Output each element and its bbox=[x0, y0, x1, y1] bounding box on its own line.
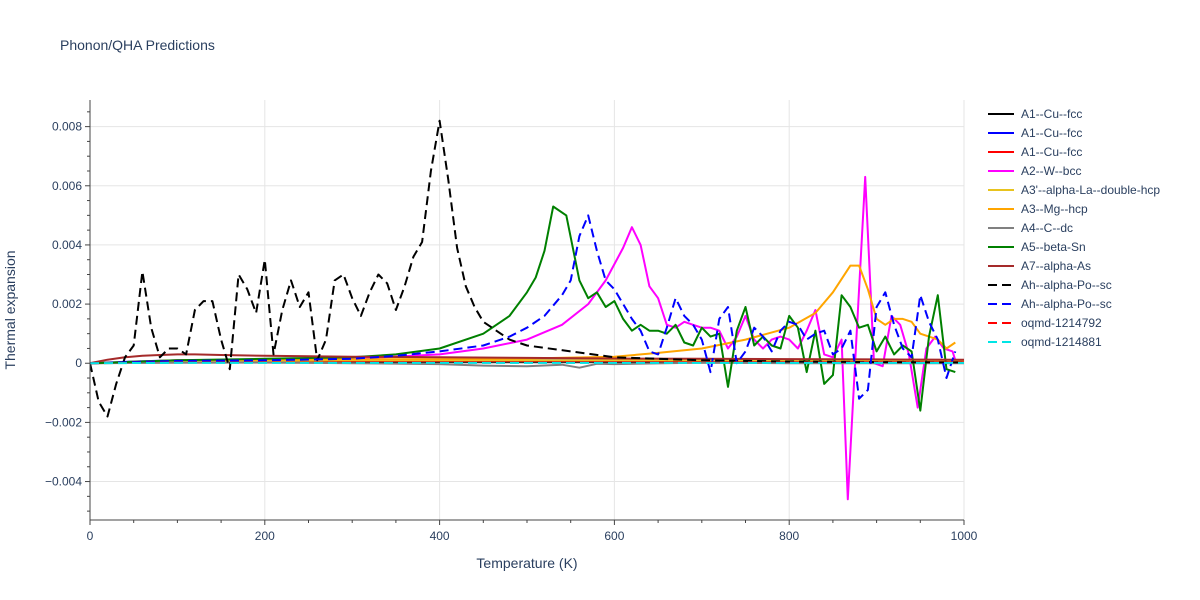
legend: A1--Cu--fcc A1--Cu--fcc A1--Cu--fcc A2--W--… bbox=[988, 107, 1160, 349]
legend-label: Ah--alpha-Po--sc bbox=[1021, 297, 1112, 311]
gridlines bbox=[90, 100, 965, 520]
axes bbox=[85, 100, 965, 525]
legend-label: A5--beta-Sn bbox=[1021, 240, 1086, 254]
x-tick-label: 400 bbox=[430, 529, 450, 543]
legend-label: A4--C--dc bbox=[1021, 221, 1073, 235]
y-tick-label: 0.002 bbox=[52, 297, 82, 311]
y-tick-label: −0.004 bbox=[45, 475, 82, 489]
x-tick-label: 0 bbox=[87, 529, 94, 543]
series-line bbox=[90, 353, 964, 365]
plot-area bbox=[90, 119, 964, 501]
legend-label: A3--Mg--hcp bbox=[1021, 202, 1088, 216]
legend-label: oqmd-1214881 bbox=[1021, 335, 1102, 349]
chart-title: Phonon/QHA Predictions bbox=[60, 37, 215, 53]
series-line bbox=[90, 214, 957, 400]
legend-label: A3'--alpha-La--double-hcp bbox=[1021, 183, 1160, 197]
x-axis-title: Temperature (K) bbox=[476, 555, 577, 571]
y-tick-label: 0.008 bbox=[52, 120, 82, 134]
legend-label: A7--alpha-As bbox=[1021, 259, 1091, 273]
legend-label: oqmd-1214792 bbox=[1021, 316, 1102, 330]
y-tick-label: −0.002 bbox=[45, 415, 82, 429]
y-axis-title: Thermal expansion bbox=[2, 250, 18, 369]
x-tick-label: 600 bbox=[604, 529, 624, 543]
series-line bbox=[90, 175, 957, 501]
series-lines bbox=[90, 119, 964, 501]
legend-label: A1--Cu--fcc bbox=[1021, 126, 1082, 140]
legend-label: A1--Cu--fcc bbox=[1021, 145, 1082, 159]
y-tick-label: 0 bbox=[75, 356, 82, 370]
y-tick-label: 0.006 bbox=[52, 179, 82, 193]
y-tick-labels: −0.004 −0.002 0 0.002 0.004 0.006 0.008 bbox=[45, 120, 82, 489]
x-tick-label: 200 bbox=[255, 529, 275, 543]
series-line bbox=[90, 205, 956, 412]
series-line bbox=[90, 119, 964, 418]
x-tick-label: 800 bbox=[779, 529, 799, 543]
legend-label: A1--Cu--fcc bbox=[1021, 107, 1082, 121]
y-tick-label: 0.004 bbox=[52, 238, 82, 252]
x-tick-label: 1000 bbox=[951, 529, 978, 543]
x-tick-labels: 0 200 400 600 800 1000 bbox=[87, 529, 978, 543]
series-line bbox=[90, 264, 956, 365]
legend-label: Ah--alpha-Po--sc bbox=[1021, 278, 1112, 292]
legend-label: A2--W--bcc bbox=[1021, 164, 1081, 178]
